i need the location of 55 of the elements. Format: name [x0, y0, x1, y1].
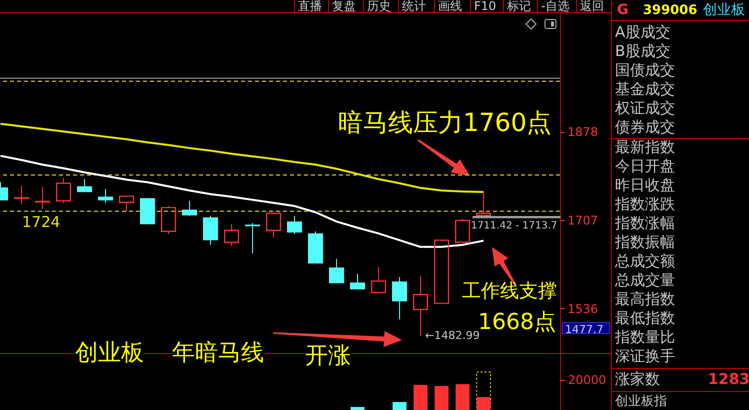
text: 1283	[708, 370, 749, 388]
text: 指数涨跌	[615, 195, 675, 213]
bar	[456, 384, 470, 410]
text: 最高指数	[615, 290, 675, 308]
text: 国债成交	[615, 61, 675, 79]
annotation: 1668点	[478, 310, 556, 335]
bar	[476, 397, 490, 410]
candlestick	[34, 186, 50, 210]
text: B股成交	[615, 42, 670, 60]
text: 指数振幅	[615, 233, 675, 251]
text: 历史	[367, 0, 391, 13]
text: 最新指数	[615, 138, 675, 156]
y-tick-label: 1536	[568, 302, 598, 316]
text: 直播	[298, 0, 322, 13]
text: 指数涨幅	[615, 214, 675, 232]
text: 今日开盘	[615, 157, 675, 175]
bar	[392, 402, 406, 410]
bar	[414, 384, 428, 410]
text: 总成交额	[615, 252, 675, 270]
text: 债券成交	[615, 118, 675, 136]
text: 统计	[402, 0, 426, 13]
text: 总成交量	[615, 271, 675, 289]
annotation: 暗马线压力1760点	[338, 108, 552, 137]
bar	[434, 386, 448, 410]
text: 标记	[507, 0, 531, 13]
y-tick-label: 1707	[568, 214, 598, 228]
text: 深证换手	[615, 347, 675, 365]
text: 权证成交	[615, 99, 675, 117]
annotation: 创业板	[75, 340, 144, 366]
text: 涨家数	[615, 370, 660, 388]
annotation: ←1482.99	[425, 329, 480, 342]
text: 创业板	[703, 2, 745, 18]
text: 创业板指	[615, 394, 667, 409]
annotation: 年暗马线	[172, 340, 264, 366]
text: 复盘	[332, 0, 356, 13]
text: 指数量比	[615, 328, 675, 346]
band-label: 1711.42 - 1713.7	[470, 220, 558, 232]
text: G	[617, 2, 628, 18]
text: 1477.7	[562, 322, 610, 336]
text: 返回	[580, 0, 604, 13]
text: -自选	[541, 0, 570, 13]
annotation: 工作线支撑	[462, 280, 557, 302]
annotation: 开涨	[305, 343, 351, 369]
y-tick-label: 1878	[568, 125, 598, 140]
text: 20000	[568, 373, 606, 387]
text: A股成交	[615, 23, 670, 41]
bar	[476, 372, 491, 410]
text: 最低指数	[615, 309, 675, 327]
text: 画线	[438, 0, 462, 13]
bar	[350, 406, 364, 410]
text: 399006	[643, 3, 698, 18]
text: 昨日收盘	[615, 176, 675, 194]
ref-line-label: 1724	[22, 213, 60, 232]
text: 基金成交	[615, 80, 675, 98]
text: F10	[474, 0, 496, 13]
